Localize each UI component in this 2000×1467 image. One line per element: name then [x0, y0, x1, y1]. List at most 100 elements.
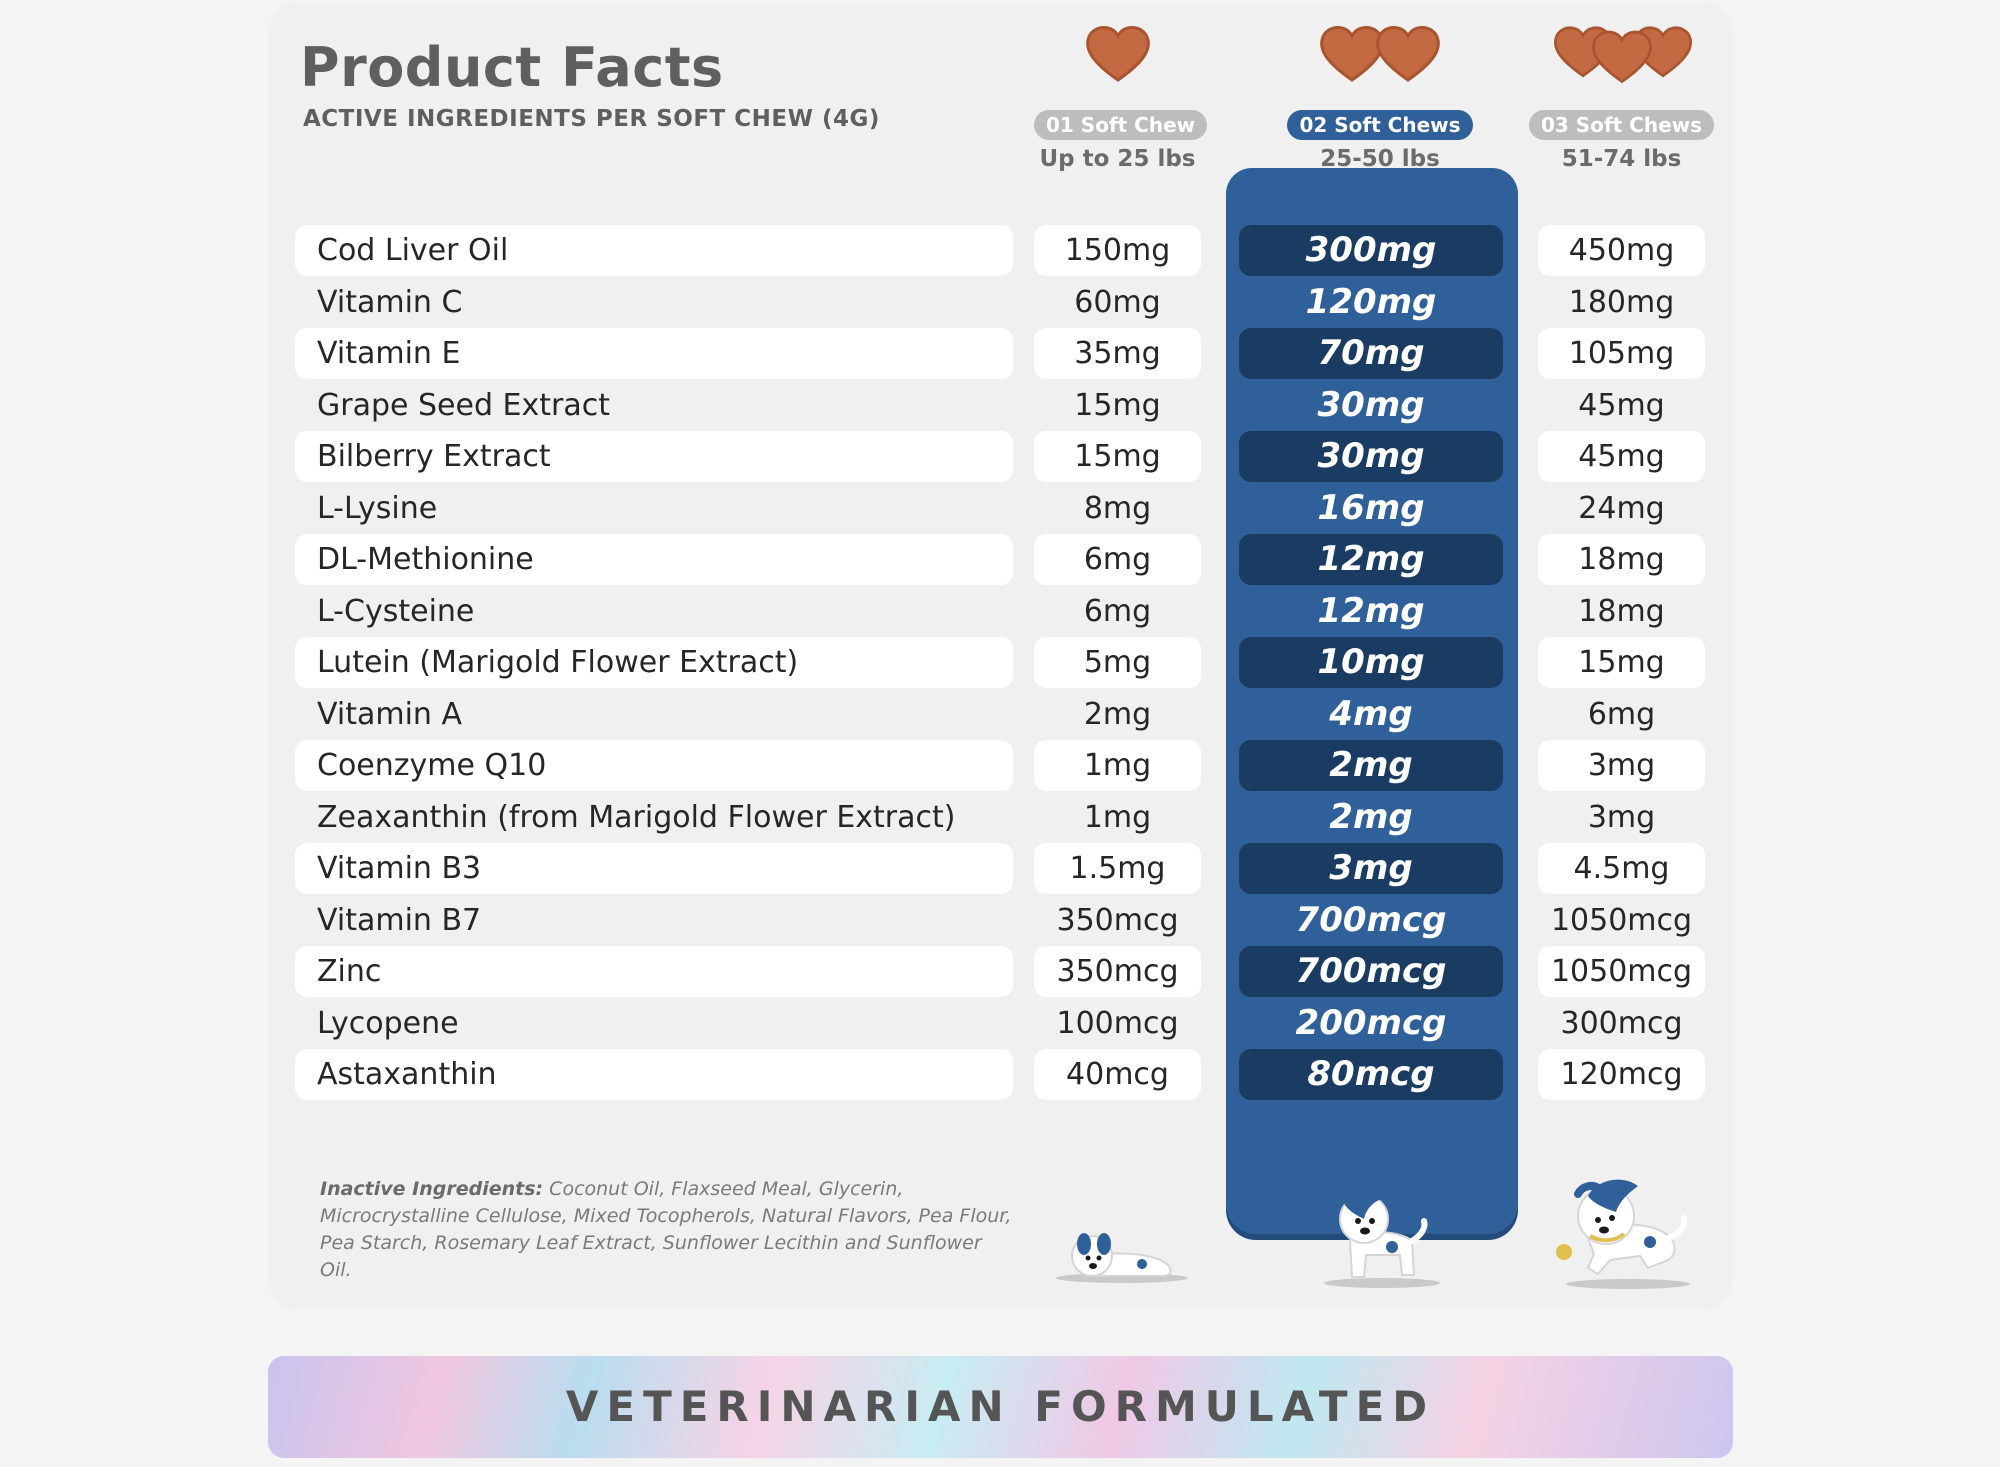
value-1-chew: 35mg: [1034, 328, 1201, 379]
value-1-chew: 100mcg: [1056, 1006, 1179, 1041]
value-2-chews: 2mg: [1329, 797, 1413, 837]
ingredient-name: Vitamin E: [295, 328, 1013, 379]
inactive-ingredients: Inactive Ingredients: Coconut Oil, Flaxs…: [320, 1176, 1014, 1284]
table-row: Vitamin B3 1.5mg 3mg 4.5mg: [0, 843, 2000, 894]
column-header-2: 02 Soft Chews 25-50 lbs: [1270, 24, 1490, 172]
ingredient-name: Lutein (Marigold Flower Extract): [295, 637, 1013, 688]
value-1-chew: 6mg: [1083, 594, 1152, 629]
page-subtitle: ACTIVE INGREDIENTS PER SOFT CHEW (4G): [303, 106, 880, 132]
value-2-chews: 16mg: [1317, 488, 1425, 528]
value-1-chew: 1mg: [1034, 740, 1201, 791]
table-row: L-Cysteine 6mg 12mg 18mg: [0, 586, 2000, 637]
value-2-chews: 200mcg: [1295, 1003, 1447, 1043]
value-3-chews: 300mcg: [1560, 1006, 1683, 1041]
ingredient-name: Astaxanthin: [295, 1049, 1013, 1100]
value-2-chews: 30mg: [1317, 385, 1425, 425]
table-row: Astaxanthin 40mcg 80mcg 120mcg: [0, 1049, 2000, 1100]
ingredient-name: Grape Seed Extract: [317, 388, 610, 423]
value-2-chews: 4mg: [1329, 694, 1413, 734]
ingredient-name: Cod Liver Oil: [295, 225, 1013, 276]
heart-chew-icon: [1086, 26, 1150, 82]
value-2-chews: 700mcg: [1239, 946, 1503, 997]
value-1-chew: 1.5mg: [1034, 843, 1201, 894]
inactive-ingredients-label: Inactive Ingredients:: [320, 1178, 544, 1200]
ingredient-name: Zinc: [295, 946, 1013, 997]
column-weight-1: Up to 25 lbs: [1039, 146, 1196, 172]
value-3-chews: 450mg: [1538, 225, 1705, 276]
value-1-chew: 15mg: [1034, 431, 1201, 482]
value-3-chews: 6mg: [1587, 697, 1656, 732]
table-row: Zinc 350mcg 700mcg 1050mcg: [0, 946, 2000, 997]
ingredient-name: Vitamin B3: [295, 843, 1013, 894]
dog-lying-icon: [1056, 1233, 1188, 1283]
heart-chew-icon: [1376, 26, 1440, 82]
value-1-chew: 5mg: [1034, 637, 1201, 688]
value-1-chew: 8mg: [1083, 491, 1152, 526]
ingredient-name: Vitamin A: [317, 697, 462, 732]
value-1-chew: 60mg: [1074, 285, 1161, 320]
value-3-chews: 3mg: [1587, 800, 1656, 835]
table-row: Vitamin A 2mg 4mg 6mg: [0, 689, 2000, 740]
chew-group-3: [1514, 24, 1729, 84]
dog-running-icon: [1556, 1179, 1690, 1289]
value-1-chew: 350mcg: [1056, 903, 1179, 938]
ingredient-name: Vitamin C: [317, 285, 463, 320]
value-3-chews: 180mg: [1568, 285, 1675, 320]
ingredient-name: Coenzyme Q10: [295, 740, 1013, 791]
value-3-chews: 3mg: [1538, 740, 1705, 791]
inactive-ingredients-text: Coconut Oil, Flaxseed Meal, Glycerin, Mi…: [320, 1178, 1012, 1281]
dog-standing-icon: [1324, 1192, 1440, 1288]
value-3-chews: 18mg: [1578, 594, 1665, 629]
column-weight-3: 51-74 lbs: [1561, 146, 1682, 172]
ingredient-name: Vitamin B7: [317, 903, 482, 938]
chew-group-2: [1270, 24, 1490, 82]
ingredient-name: Zeaxanthin (from Marigold Flower Extract…: [317, 800, 956, 835]
value-2-chews: 3mg: [1239, 843, 1503, 894]
table-row: Vitamin E 35mg 70mg 105mg: [0, 328, 2000, 379]
value-2-chews: 12mg: [1239, 534, 1503, 585]
table-row: Bilberry Extract 15mg 30mg 45mg: [0, 431, 2000, 482]
value-2-chews: 120mg: [1305, 282, 1437, 322]
table-row: Coenzyme Q10 1mg 2mg 3mg: [0, 740, 2000, 791]
column-header-1: 01 Soft Chew Up to 25 lbs: [1034, 24, 1208, 172]
table-row: Zeaxanthin (from Marigold Flower Extract…: [0, 792, 2000, 843]
value-3-chews: 4.5mg: [1538, 843, 1705, 894]
page-title: Product Facts: [300, 36, 724, 99]
value-1-chew: 6mg: [1034, 534, 1201, 585]
value-3-chews: 105mg: [1538, 328, 1705, 379]
column-weight-2: 25-50 lbs: [1320, 146, 1440, 172]
value-3-chews: 1050mcg: [1550, 903, 1693, 938]
veterinarian-banner: VETERINARIAN FORMULATED: [268, 1356, 1733, 1458]
value-3-chews: 1050mcg: [1538, 946, 1705, 997]
value-1-chew: 15mg: [1074, 388, 1161, 423]
value-1-chew: 40mcg: [1034, 1049, 1201, 1100]
value-3-chews: 15mg: [1538, 637, 1705, 688]
value-3-chews: 45mg: [1578, 388, 1665, 423]
value-1-chew: 350mcg: [1034, 946, 1201, 997]
value-2-chews: 80mcg: [1239, 1049, 1503, 1100]
value-2-chews: 30mg: [1239, 431, 1503, 482]
value-3-chews: 24mg: [1578, 491, 1665, 526]
table-row: Vitamin B7 350mcg 700mcg 1050mcg: [0, 895, 2000, 946]
column-header-3: 03 Soft Chews 51-74 lbs: [1514, 24, 1729, 172]
heart-chew-icon: [1592, 30, 1652, 84]
column-pill-2: 02 Soft Chews: [1287, 110, 1473, 140]
value-3-chews: 18mg: [1538, 534, 1705, 585]
value-1-chew: 2mg: [1083, 697, 1152, 732]
value-1-chew: 150mg: [1034, 225, 1201, 276]
table-row: Cod Liver Oil 150mg 300mg 450mg: [0, 225, 2000, 276]
ingredient-name: Bilberry Extract: [295, 431, 1013, 482]
column-pill-1: 01 Soft Chew: [1034, 110, 1208, 140]
table-row: Vitamin C 60mg 120mg 180mg: [0, 277, 2000, 328]
value-1-chew: 1mg: [1083, 800, 1152, 835]
value-2-chews: 10mg: [1239, 637, 1503, 688]
value-2-chews: 12mg: [1317, 591, 1425, 631]
table-row: Lutein (Marigold Flower Extract) 5mg 10m…: [0, 637, 2000, 688]
table-row: Grape Seed Extract 15mg 30mg 45mg: [0, 380, 2000, 431]
column-pill-3: 03 Soft Chews: [1528, 110, 1715, 140]
value-2-chews: 700mcg: [1295, 900, 1447, 940]
value-3-chews: 45mg: [1538, 431, 1705, 482]
table-row: DL-Methionine 6mg 12mg 18mg: [0, 534, 2000, 585]
chew-group-1: [1034, 24, 1201, 82]
ingredient-name: Lycopene: [317, 1006, 459, 1041]
